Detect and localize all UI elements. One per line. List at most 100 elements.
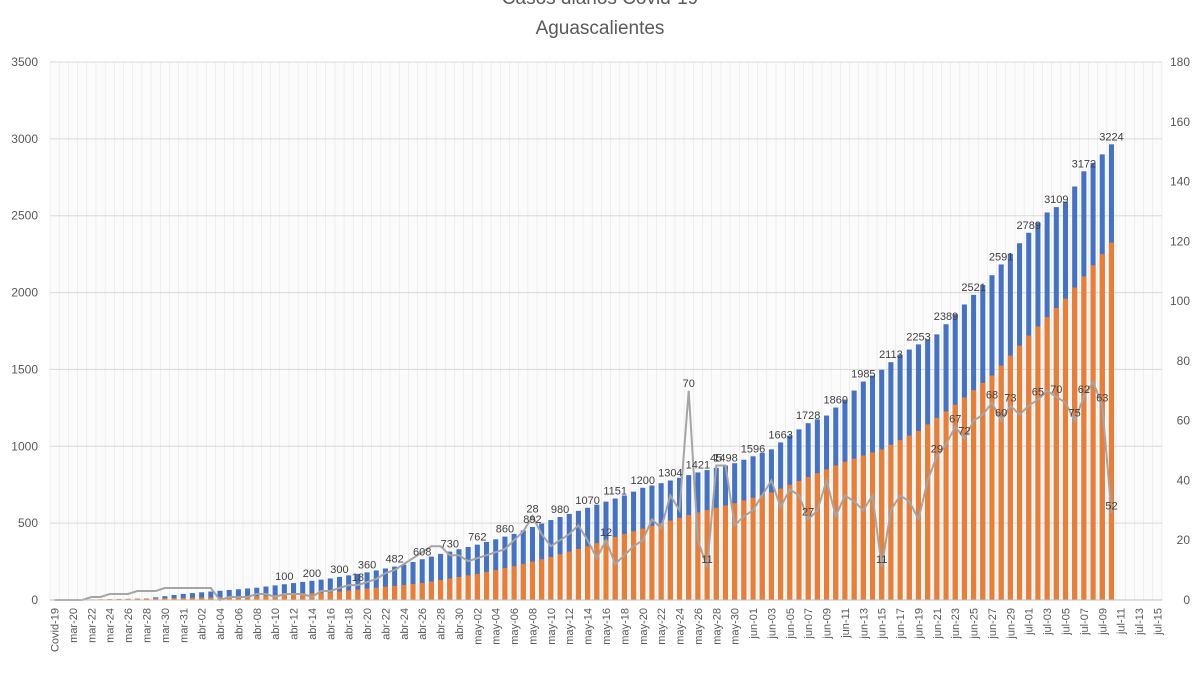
bar-cumulative: [401, 564, 407, 600]
y-right-tick-label: 20: [1177, 533, 1191, 547]
x-tick-label: jun-17: [895, 608, 907, 640]
x-tick-label: may-10: [546, 608, 558, 645]
bar-recovered: [952, 404, 958, 600]
bar-cumulative: [382, 568, 388, 600]
bar-recovered: [263, 595, 269, 600]
x-tick-label: jun-01: [748, 608, 760, 640]
daily-data-label: 45: [710, 453, 722, 465]
x-tick-label: may-26: [693, 608, 705, 645]
bar-recovered: [1062, 298, 1069, 600]
bar-recovered: [419, 583, 425, 600]
daily-data-label: 70: [683, 378, 695, 390]
x-tick-label: mar-20: [68, 608, 80, 643]
bar-recovered: [1035, 326, 1041, 600]
bar-cumulative: [272, 585, 278, 600]
daily-data-label: 73: [1004, 393, 1016, 405]
bar-recovered: [484, 571, 490, 600]
bar-recovered: [189, 597, 195, 600]
bar-recovered: [594, 543, 600, 600]
bar-recovered: [1081, 276, 1087, 600]
x-tick-label: jun-09: [822, 608, 834, 640]
x-tick-label: jun-13: [858, 608, 870, 640]
bar-recovered: [235, 596, 241, 600]
y-right-tick-label: 0: [1183, 593, 1190, 607]
x-tick-label: abr-26: [417, 608, 429, 640]
daily-data-label: 68: [986, 390, 998, 402]
x-tick-label: jun-11: [840, 608, 852, 639]
daily-data-label: 60: [995, 408, 1007, 420]
x-tick-label: may-22: [656, 608, 668, 645]
bar-cumulative: [438, 553, 444, 600]
daily-data-label: 18: [352, 572, 364, 584]
bar-recovered: [327, 592, 333, 600]
x-tick-label: abr-12: [289, 608, 301, 640]
bar-recovered: [355, 589, 361, 600]
bar-recovered: [502, 568, 508, 600]
bar-cumulative: [392, 566, 398, 600]
bar-cumulative: [245, 588, 251, 600]
bar-recovered: [180, 597, 186, 600]
bar-recovered: [971, 390, 977, 600]
cumulative-data-label: 860: [496, 524, 514, 536]
bar-cumulative: [189, 593, 195, 600]
bar-recovered: [824, 469, 830, 600]
bar-recovered: [566, 551, 572, 600]
y-left-tick-label: 500: [18, 516, 38, 530]
x-tick-label: may-18: [619, 608, 631, 645]
bar-recovered: [392, 585, 398, 600]
x-tick-label: mar-22: [86, 608, 98, 643]
bar-recovered: [842, 461, 848, 600]
daily-data-label: 27: [802, 506, 814, 518]
daily-data-label: 65: [1032, 387, 1044, 399]
bar-recovered: [667, 520, 673, 600]
x-tick-label: jun-07: [803, 608, 815, 640]
x-tick-label: abr-28: [436, 608, 448, 640]
cumulative-data-label: 2591: [989, 251, 1013, 263]
cumulative-data-label: 2521: [961, 282, 985, 294]
bar-recovered: [612, 536, 618, 600]
bar-recovered: [199, 597, 205, 600]
y-left-tick-label: 1500: [11, 362, 38, 376]
cumulative-data-label: 1200: [631, 475, 655, 487]
bar-recovered: [998, 365, 1004, 600]
bar-cumulative: [346, 575, 352, 600]
bar-recovered: [713, 507, 719, 600]
bar-recovered: [1007, 355, 1013, 600]
bar-recovered: [980, 382, 986, 600]
bar-recovered: [759, 495, 765, 600]
x-tick-label: jul-09: [1097, 608, 1109, 636]
y-right-tick-label: 80: [1177, 354, 1191, 368]
bar-recovered: [291, 594, 297, 600]
bar-recovered: [539, 559, 545, 600]
bar-recovered: [732, 503, 738, 600]
bar-recovered: [575, 548, 581, 600]
x-tick-label: abr-18: [344, 608, 356, 640]
bar-recovered: [1017, 345, 1023, 600]
y-left-tick-label: 2000: [11, 286, 38, 300]
bar-recovered: [860, 455, 866, 600]
bar-recovered: [548, 556, 554, 600]
bar-recovered: [631, 531, 637, 600]
bar-recovered: [658, 523, 664, 600]
cumulative-data-label: 3109: [1044, 194, 1068, 206]
bar-recovered: [520, 563, 526, 600]
bar-cumulative: [226, 590, 232, 600]
bar-recovered: [833, 465, 839, 600]
x-tick-label: Covid-19: [50, 608, 62, 652]
bar-cumulative: [456, 549, 462, 600]
y-right-tick-label: 140: [1170, 175, 1190, 189]
bar-cumulative: [419, 559, 425, 600]
bar-recovered: [787, 484, 793, 600]
x-tick-label: jul-03: [1042, 608, 1054, 636]
bar-cumulative: [447, 551, 453, 600]
bar-recovered: [529, 561, 536, 600]
line-daily-cases: [54, 379, 1113, 602]
x-tick-label: mar-31: [178, 608, 190, 643]
cumulative-data-label: 2789: [1017, 220, 1041, 232]
x-tick-label: may-08: [527, 608, 539, 645]
bar-recovered: [474, 573, 480, 600]
x-tick-label: jun-15: [877, 608, 889, 640]
bar-cumulative: [364, 572, 370, 600]
chart-title: Casos diarios Covid-19: [0, 0, 1200, 10]
bar-recovered: [805, 477, 811, 600]
